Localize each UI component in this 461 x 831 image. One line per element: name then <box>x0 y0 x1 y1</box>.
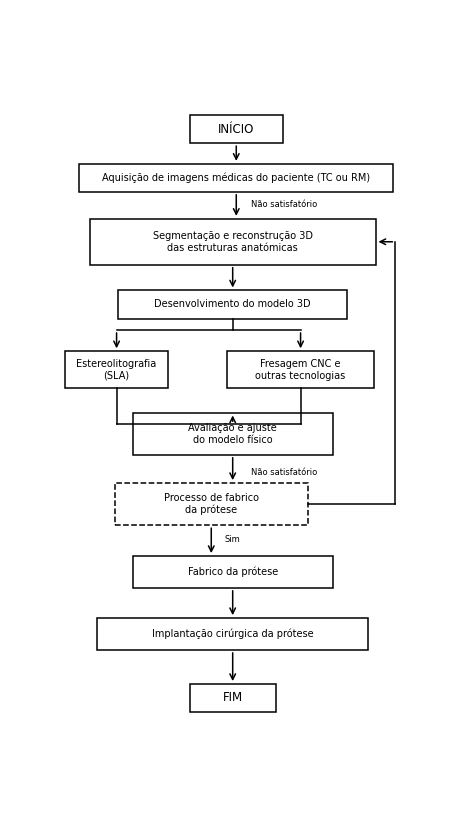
Text: Processo de fabrico
da prótese: Processo de fabrico da prótese <box>164 493 259 515</box>
FancyBboxPatch shape <box>97 618 368 650</box>
Text: Fresagem CNC e
outras tecnologias: Fresagem CNC e outras tecnologias <box>255 359 346 381</box>
Text: Implantação cirúrgica da prótese: Implantação cirúrgica da prótese <box>152 629 313 639</box>
FancyBboxPatch shape <box>133 556 333 588</box>
FancyBboxPatch shape <box>190 115 283 143</box>
Text: FIM: FIM <box>223 691 243 705</box>
FancyBboxPatch shape <box>118 290 347 318</box>
Text: Sim: Sim <box>225 535 241 544</box>
Text: Desenvolvimento do modelo 3D: Desenvolvimento do modelo 3D <box>154 299 311 309</box>
FancyBboxPatch shape <box>90 219 376 265</box>
FancyBboxPatch shape <box>65 352 168 388</box>
FancyBboxPatch shape <box>227 352 374 388</box>
FancyBboxPatch shape <box>190 684 276 712</box>
FancyBboxPatch shape <box>115 483 308 525</box>
Text: Segmentação e reconstrução 3D
das estruturas anatómicas: Segmentação e reconstrução 3D das estrut… <box>153 231 313 253</box>
Text: Não satisfatório: Não satisfatório <box>251 200 317 209</box>
Text: Fabrico da prótese: Fabrico da prótese <box>188 567 278 578</box>
Text: Estereolitografia
(SLA): Estereolitografia (SLA) <box>77 359 157 381</box>
FancyBboxPatch shape <box>79 164 393 192</box>
FancyBboxPatch shape <box>133 413 333 455</box>
Text: Avaliação e ajuste
do modelo físico: Avaliação e ajuste do modelo físico <box>188 423 277 445</box>
Text: Aquisição de imagens médicas do paciente (TC ou RM): Aquisição de imagens médicas do paciente… <box>102 173 370 183</box>
Text: Não satisfatório: Não satisfatório <box>251 468 317 477</box>
Text: INÍCIO: INÍCIO <box>218 123 254 135</box>
